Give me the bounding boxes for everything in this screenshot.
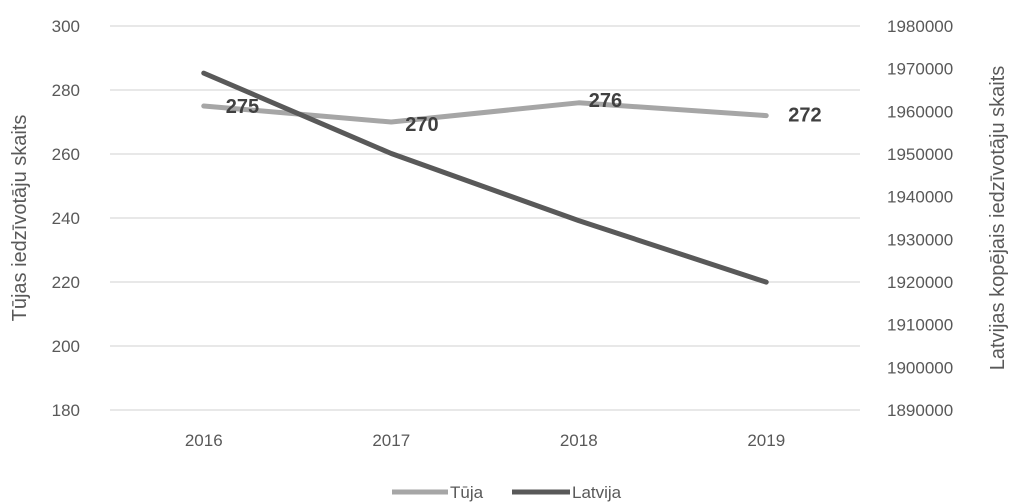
right-tick-label: 1970000	[887, 60, 953, 79]
data-label: 270	[405, 114, 438, 136]
gridlines	[110, 25, 860, 411]
right-tick-label: 1950000	[887, 145, 953, 164]
right-tick-label: 1930000	[887, 230, 953, 249]
left-tick-label: 220	[52, 273, 80, 292]
right-axis-title: Latvijas kopējais iedzīvotāju skaits	[987, 66, 1009, 371]
left-tick-label: 280	[52, 81, 80, 100]
right-tick-label: 1960000	[887, 102, 953, 121]
right-axis-ticks: 1890000 1900000 1910000 1920000 1930000 19400…	[887, 17, 953, 420]
legend-label-latvija: Latvija	[572, 483, 622, 502]
right-tick-label: 1940000	[887, 188, 953, 207]
right-tick-label: 1890000	[887, 401, 953, 420]
left-tick-label: 240	[52, 209, 80, 228]
left-axis-ticks: 180 200 220 240 260 280 300	[52, 17, 80, 420]
x-tick-label: 2018	[560, 431, 598, 450]
series-lines	[201, 70, 769, 285]
right-tick-label: 1920000	[887, 273, 953, 292]
left-tick-label: 180	[52, 401, 80, 420]
data-labels: 275 270 276 272	[226, 90, 822, 136]
right-tick-label: 1900000	[887, 358, 953, 377]
data-label: 275	[226, 96, 259, 118]
x-tick-label: 2017	[372, 431, 410, 450]
right-tick-label: 1980000	[887, 17, 953, 36]
legend-label-tuja: Tūja	[450, 483, 484, 502]
x-axis-ticks: 2016 2017 2018 2019	[185, 431, 785, 450]
x-tick-label: 2019	[747, 431, 785, 450]
data-label: 272	[788, 105, 821, 127]
x-tick-label: 2016	[185, 431, 223, 450]
right-tick-label: 1910000	[887, 316, 953, 335]
legend: Tūja Latvija	[392, 483, 622, 502]
left-tick-label: 260	[52, 145, 80, 164]
series-line-tuja	[201, 100, 769, 125]
left-tick-label: 200	[52, 337, 80, 356]
series-line-latvija	[201, 70, 769, 285]
left-axis-title: Tūjas iedzīvotāju skaits	[9, 115, 31, 322]
data-label: 276	[589, 90, 622, 112]
left-tick-label: 300	[52, 17, 80, 36]
